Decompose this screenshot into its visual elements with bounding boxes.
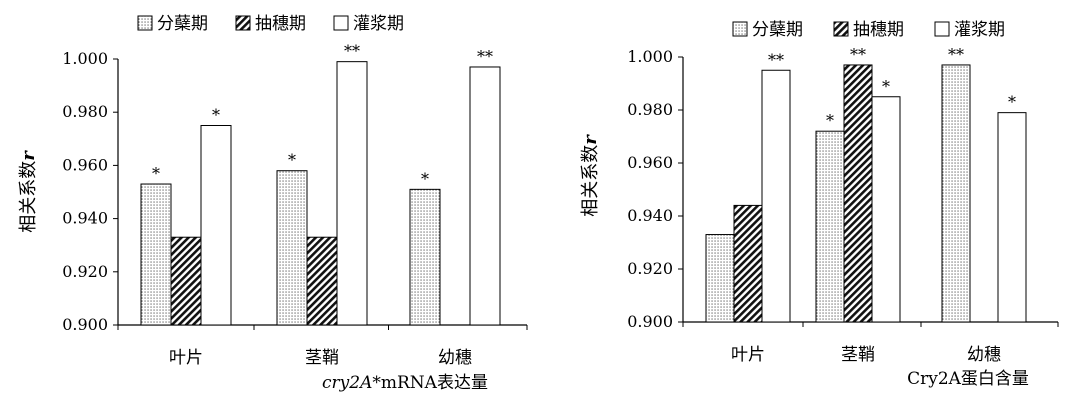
- bar: [140, 183, 172, 326]
- legend-swatch: [333, 15, 349, 31]
- x-axis-title: Cry2A蛋白含量: [907, 369, 1029, 389]
- x-axis-title: cry2A*mRNA表达量: [322, 373, 488, 393]
- x-tick-label: 幼穗: [967, 345, 1001, 365]
- bar: [705, 234, 735, 323]
- significance-label: **: [768, 50, 784, 69]
- legend-label: 分蘖期: [157, 14, 208, 34]
- legend-swatch: [833, 21, 849, 37]
- significance-label: *: [421, 169, 429, 188]
- bar: [276, 170, 308, 326]
- bar: [843, 64, 873, 323]
- legend-swatch: [137, 15, 153, 31]
- y-tick-label: 0.980: [627, 100, 673, 119]
- legend-label: 灌浆期: [353, 14, 404, 34]
- bar: [200, 125, 232, 326]
- bar: [469, 66, 501, 326]
- legend: 分蘖期 抽穗期 灌浆期: [732, 20, 1005, 40]
- significance-label: *: [826, 111, 834, 130]
- significance-label: *: [288, 151, 296, 170]
- y-tick-label: 1.000: [62, 49, 108, 68]
- significance-label: **: [948, 45, 964, 64]
- x-tick-label: 茎鞘: [305, 348, 339, 368]
- y-axis-title: 相关系数r: [580, 134, 601, 217]
- y-tick-label: 0.960: [627, 153, 673, 172]
- significance-label: *: [152, 164, 160, 183]
- legend: 分蘖期 抽穗期 灌浆期: [137, 14, 404, 34]
- legend-label: 抽穗期: [255, 14, 306, 34]
- y-tick-label: 0.900: [62, 315, 108, 334]
- bar: [815, 130, 845, 323]
- y-tick-label: 0.900: [627, 312, 673, 331]
- bar: [733, 204, 763, 323]
- bar: [871, 96, 901, 323]
- legend-swatch: [732, 21, 748, 37]
- bar: [761, 69, 791, 323]
- legend-label: 灌浆期: [954, 20, 1005, 40]
- x-tick-label: 茎鞘: [841, 345, 875, 365]
- x-tick-label: 幼穗: [438, 348, 472, 368]
- y-tick-label: 0.920: [62, 262, 108, 281]
- legend-label: 抽穗期: [853, 20, 904, 40]
- bar: [336, 61, 368, 326]
- y-tick-label: 0.980: [62, 102, 108, 121]
- significance-label: **: [344, 42, 360, 61]
- y-tick-label: 0.940: [62, 209, 108, 228]
- y-tick-label: 1.000: [627, 47, 673, 66]
- significance-label: *: [1008, 93, 1016, 112]
- legend-swatch: [934, 21, 950, 37]
- significance-label: *: [212, 106, 220, 125]
- bar: [306, 236, 338, 326]
- bar: [409, 188, 441, 326]
- x-tick-label: 叶片: [731, 345, 765, 365]
- y-tick-label: 0.960: [62, 155, 108, 174]
- significance-label: **: [477, 47, 493, 66]
- bar: [941, 64, 971, 323]
- x-tick-label: 叶片: [169, 348, 203, 368]
- significance-label: *: [882, 77, 890, 96]
- bar: [997, 112, 1027, 323]
- y-axis-title: 相关系数r: [18, 150, 39, 233]
- y-tick-label: 0.940: [627, 206, 673, 225]
- legend-label: 分蘖期: [752, 20, 803, 40]
- significance-label: **: [850, 45, 866, 64]
- legend-swatch: [235, 15, 251, 31]
- bar: [170, 236, 202, 326]
- y-tick-label: 0.920: [627, 259, 673, 278]
